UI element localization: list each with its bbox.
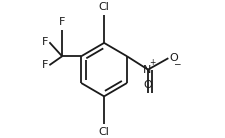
Text: Cl: Cl (98, 127, 109, 137)
Text: F: F (42, 60, 48, 70)
Text: O: O (169, 53, 178, 63)
Text: Cl: Cl (98, 2, 109, 12)
Text: F: F (42, 37, 48, 47)
Text: N: N (142, 65, 151, 75)
Text: O: O (143, 80, 152, 90)
Text: −: − (173, 59, 180, 68)
Text: F: F (59, 17, 65, 27)
Text: +: + (149, 58, 155, 67)
